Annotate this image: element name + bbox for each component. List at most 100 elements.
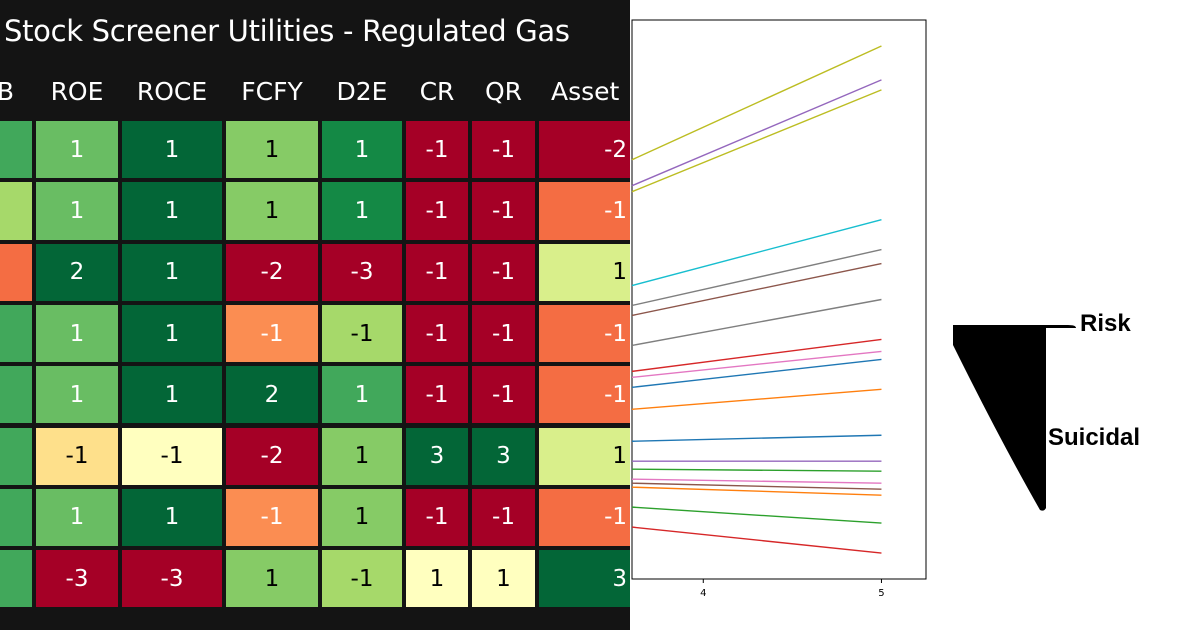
heatmap-cell: 1 [320, 364, 404, 426]
heatmap-cell: 1 [34, 364, 120, 426]
heatmap-cell: -1 [224, 486, 320, 549]
heatmap-cell: 1 [404, 548, 470, 610]
heatmap-title: Stock Screener Utilities - Regulated Gas [4, 14, 570, 48]
heatmap-cell: 1 [0, 302, 34, 365]
heatmap-cell: 1 [537, 241, 630, 303]
heatmap-cell: 1 [0, 364, 34, 426]
heatmap-cell: -3 [34, 548, 120, 610]
wedge-shape [953, 325, 1076, 511]
series-line-18 [631, 506, 882, 524]
heatmap-cell: -1 [224, 302, 320, 365]
series-line-3 [631, 89, 882, 193]
heatmap-cell: 1 [224, 119, 320, 181]
heatmap-cell: 1 [120, 241, 224, 303]
chart-lines [631, 45, 882, 554]
heatmap-cell: 1 [120, 364, 224, 426]
series-line-17 [631, 486, 882, 496]
series-line-8 [631, 338, 882, 373]
risk-label: Risk [1080, 310, 1131, 337]
series-line-7 [631, 298, 882, 347]
column-header-roce: ROCE [136, 77, 208, 106]
heatmap-cell: -2 [224, 425, 320, 487]
series-line-2 [631, 79, 882, 187]
heatmap-cell: 1 [320, 180, 404, 242]
series-line-19 [631, 526, 882, 554]
series-line-9 [631, 350, 882, 379]
heatmap-cell: -1 [34, 425, 120, 487]
series-line-10 [631, 358, 882, 389]
heatmap-cell: -1 [320, 548, 404, 610]
heatmap-cell: 3 [404, 425, 470, 487]
heatmap-cell: 2 [34, 241, 120, 303]
column-header-b: B [0, 77, 14, 106]
x-tick-label: 5 [878, 588, 884, 599]
heatmap-cell: -1 [404, 486, 470, 549]
series-line-14 [631, 468, 882, 472]
series-line-4 [631, 218, 882, 287]
heatmap-cell: -1 [537, 486, 630, 549]
heatmap-cell: 1 [34, 119, 120, 181]
heatmap-cell: 1 [320, 486, 404, 549]
heatmap-cell: 1 [120, 119, 224, 181]
heatmap-cell: -1 [470, 241, 537, 303]
column-header-fcfy: FCFY [241, 77, 303, 106]
heatmap-cell: -3 [320, 241, 404, 303]
heatmap-cell: -1 [470, 180, 537, 242]
plot-area [631, 19, 927, 580]
heatmap-cell: 1 [0, 486, 34, 549]
heatmap-cell: -2 [537, 119, 630, 181]
heatmap-cell: 1 [320, 425, 404, 487]
heatmap-cell: 1 [34, 180, 120, 242]
heatmap-cell: 1 [470, 548, 537, 610]
heatmap-cell: 1 [0, 548, 34, 610]
heatmap-cell: 3 [537, 548, 630, 610]
x-tick-label: 4 [700, 588, 706, 599]
risk-suicidal-graphic: Risk Suicidal [953, 310, 1140, 511]
heatmap-cell: 1 [0, 180, 34, 242]
heatmap-cell: -1 [470, 302, 537, 365]
column-header-d2e: D2E [336, 77, 388, 106]
heatmap-cell: -3 [120, 548, 224, 610]
heatmap-cell: 3 [470, 425, 537, 487]
heatmap-cell: 1 [120, 302, 224, 365]
heatmap-cell: -1 [470, 364, 537, 426]
heatmap-cell: 2 [224, 364, 320, 426]
heatmap-cell: -2 [224, 241, 320, 303]
heatmap-cell: 1 [320, 119, 404, 181]
series-line-16 [631, 482, 882, 490]
heatmap-cell: -1 [120, 425, 224, 487]
series-line-11 [631, 388, 882, 411]
heatmap-cell: 1 [224, 548, 320, 610]
column-header-qr: QR [484, 77, 523, 106]
series-line-5 [631, 248, 882, 307]
series-line-6 [631, 262, 882, 317]
column-header-roe: ROE [50, 77, 104, 106]
heatmap-cell: 1 [0, 425, 34, 487]
heatmap-cell: 1 [537, 425, 630, 487]
column-header-asset: Asset [551, 77, 620, 106]
heatmap-cell: 1 [34, 486, 120, 549]
heatmap-cell: 1 [34, 302, 120, 365]
heatmap-cell: 1 [120, 180, 224, 242]
heatmap-cell: -1 [404, 364, 470, 426]
heatmap-cell: -1 [537, 364, 630, 426]
heatmap-cell: 1 [120, 486, 224, 549]
column-header-cr: CR [419, 77, 455, 106]
heatmap-cell: 3 [0, 241, 34, 303]
heatmap-cell: 1 [0, 119, 34, 181]
heatmap-cell: 1 [224, 180, 320, 242]
series-line-12 [631, 434, 882, 442]
heatmap-cell: -1 [470, 119, 537, 181]
stock-screener-heatmap: Stock Screener Utilities - Regulated Gas… [0, 0, 630, 630]
heatmap-cell: -1 [537, 180, 630, 242]
heatmap-cell: -1 [404, 180, 470, 242]
heatmap-cell: -1 [470, 486, 537, 549]
heatmap-cell: -1 [404, 241, 470, 303]
series-line-1 [631, 45, 882, 161]
series-line-15 [631, 478, 882, 484]
suicidal-label: Suicidal [1048, 424, 1140, 451]
heatmap-cell: -1 [404, 119, 470, 181]
heatmap-cell: -1 [404, 302, 470, 365]
